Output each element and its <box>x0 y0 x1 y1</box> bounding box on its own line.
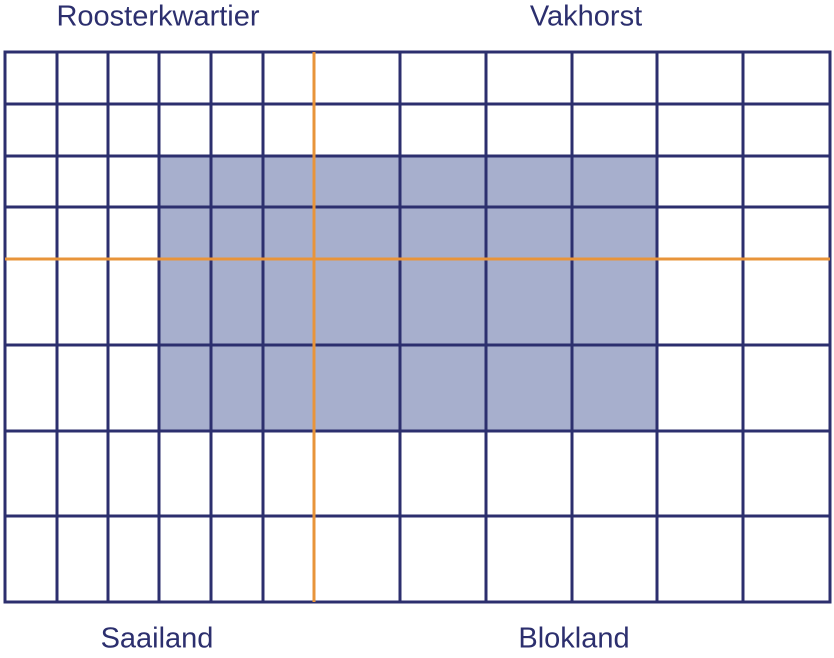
divider-lines <box>5 52 830 602</box>
region-label: Saailand <box>101 623 214 655</box>
shaded-area <box>159 156 657 431</box>
region-label: Vakhorst <box>530 1 642 33</box>
grid-lines <box>3 50 832 604</box>
region-label: Roosterkwartier <box>56 1 259 33</box>
region-label: Blokland <box>518 623 629 655</box>
